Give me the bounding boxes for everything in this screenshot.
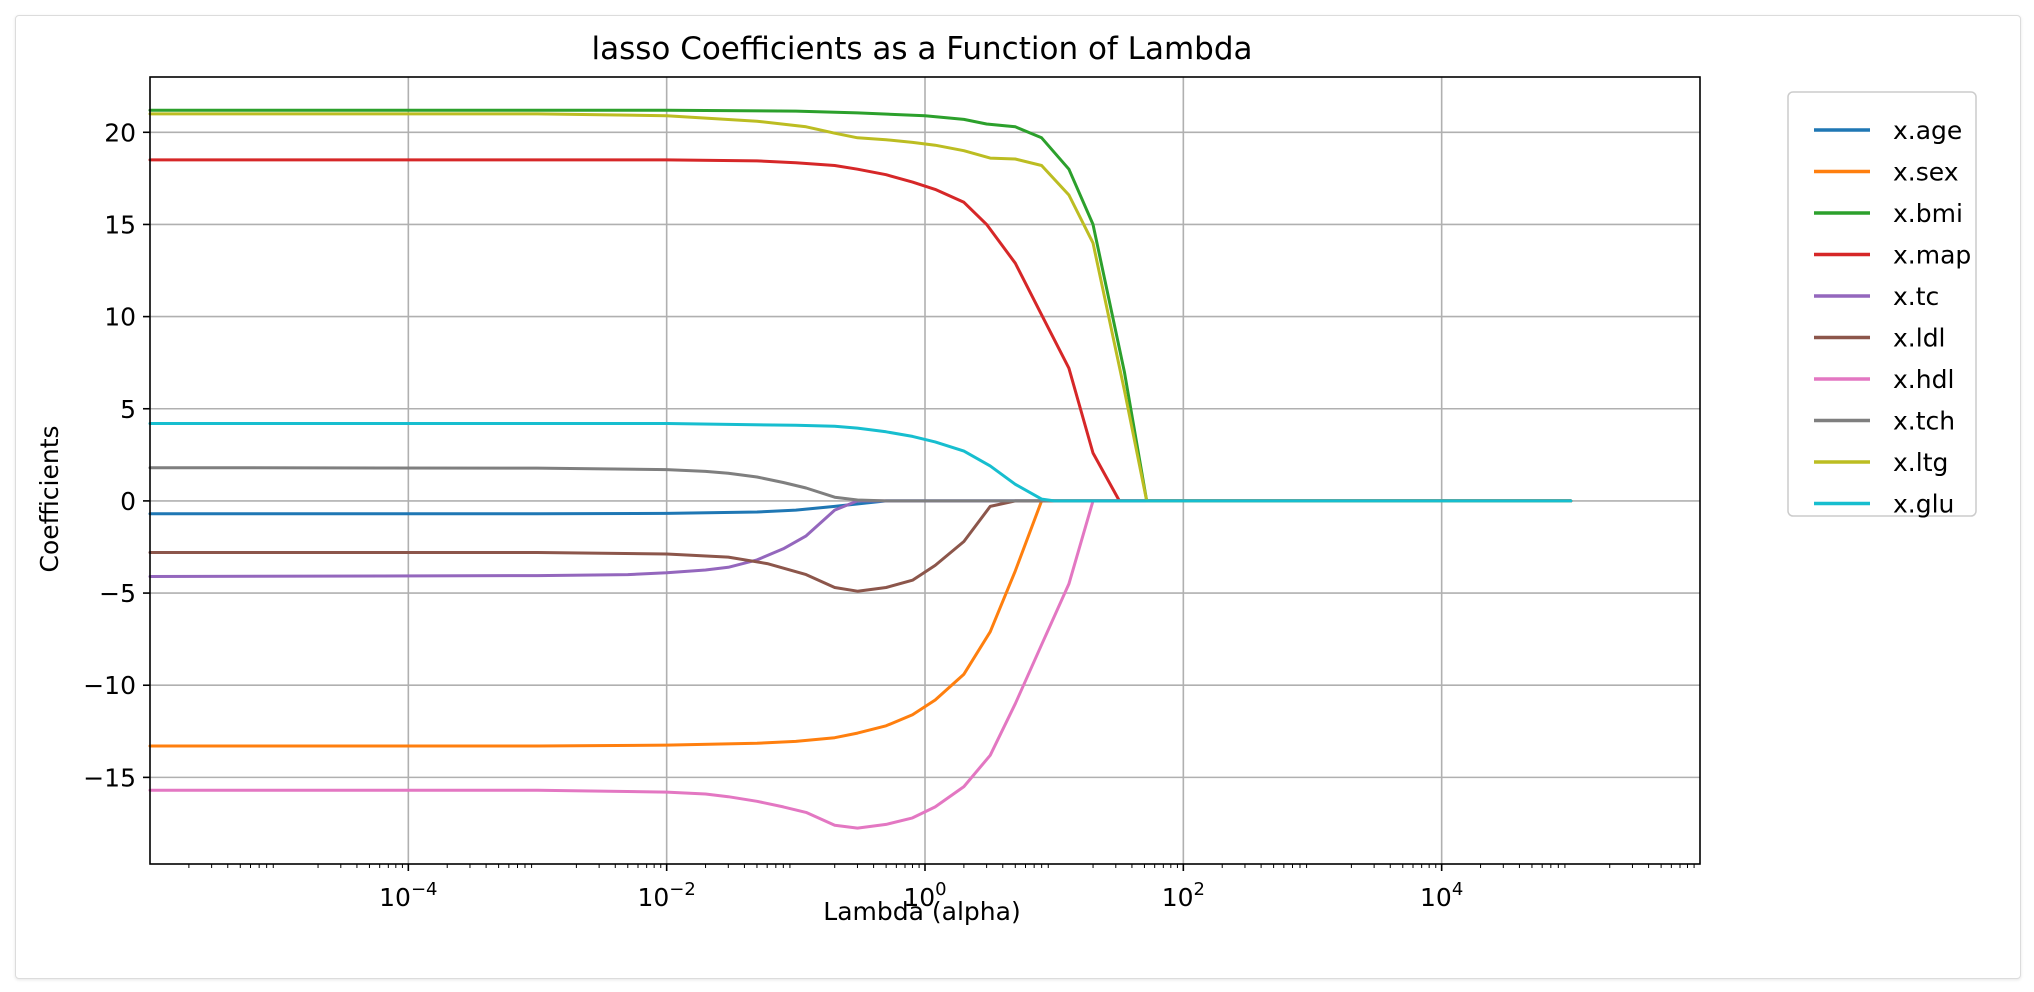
legend-label: x.bmi <box>1893 199 1963 228</box>
chart-title: lasso Coefficients as a Function of Lamb… <box>591 31 1252 67</box>
y-tick-label: 10 <box>104 303 136 332</box>
legend-label: x.age <box>1893 116 1962 145</box>
x-tick-label: 10−2 <box>637 879 695 912</box>
legend-frame <box>1787 91 1977 517</box>
x-tick-label: 10−4 <box>379 879 437 912</box>
legend-label: x.ldl <box>1893 324 1946 353</box>
lasso-coefficient-path-chart: lasso Coefficients as a Function of Lamb… <box>35 31 1977 926</box>
legend-label: x.map <box>1893 241 1971 270</box>
series-line-x-tch <box>148 466 1573 503</box>
x-tick-label: 100 <box>903 879 946 912</box>
series-line-x-ltg <box>148 112 1573 503</box>
legend-label: x.tch <box>1893 407 1955 436</box>
series-line-x-bmi <box>148 108 1573 503</box>
y-tick-label: 5 <box>120 395 136 424</box>
axis-ticks: 10−4 10−2 100 102 104 20 15 10 5 0 −5 −10 −15 <box>83 118 1695 912</box>
legend-label: x.glu <box>1893 490 1954 519</box>
series-line-x-age <box>148 499 1573 516</box>
x-tick-label: 102 <box>1162 879 1205 912</box>
x-tick-label: 104 <box>1420 879 1463 912</box>
series-line-x-ldl <box>148 499 1573 593</box>
legend-label: x.hdl <box>1893 365 1954 394</box>
y-axis-label: Coefficients <box>35 425 64 572</box>
series-line-x-tc <box>148 499 1573 578</box>
series-line-x-hdl <box>148 499 1573 830</box>
legend: x.age x.sex x.bmi x.map x.tc x.ldl x.hdl x.tch x… <box>1787 91 1977 519</box>
series-line-x-map <box>148 158 1573 503</box>
y-tick-label: −10 <box>83 671 136 700</box>
legend-label: x.ltg <box>1893 448 1948 477</box>
legend-label: x.sex <box>1893 158 1959 187</box>
x-axis-label: Lambda (alpha) <box>823 897 1020 926</box>
y-tick-label: 20 <box>104 118 136 147</box>
series-line-x-glu <box>148 422 1573 503</box>
series-lines <box>148 108 1573 830</box>
legend-label: x.tc <box>1893 282 1939 311</box>
series-line-x-sex <box>148 499 1573 748</box>
chart-card: lasso Coefficients as a Function of Lamb… <box>15 15 2021 979</box>
y-tick-label: 15 <box>104 210 136 239</box>
y-tick-label: −5 <box>99 579 136 608</box>
y-tick-label: 0 <box>120 487 136 516</box>
y-tick-label: −15 <box>83 763 136 792</box>
